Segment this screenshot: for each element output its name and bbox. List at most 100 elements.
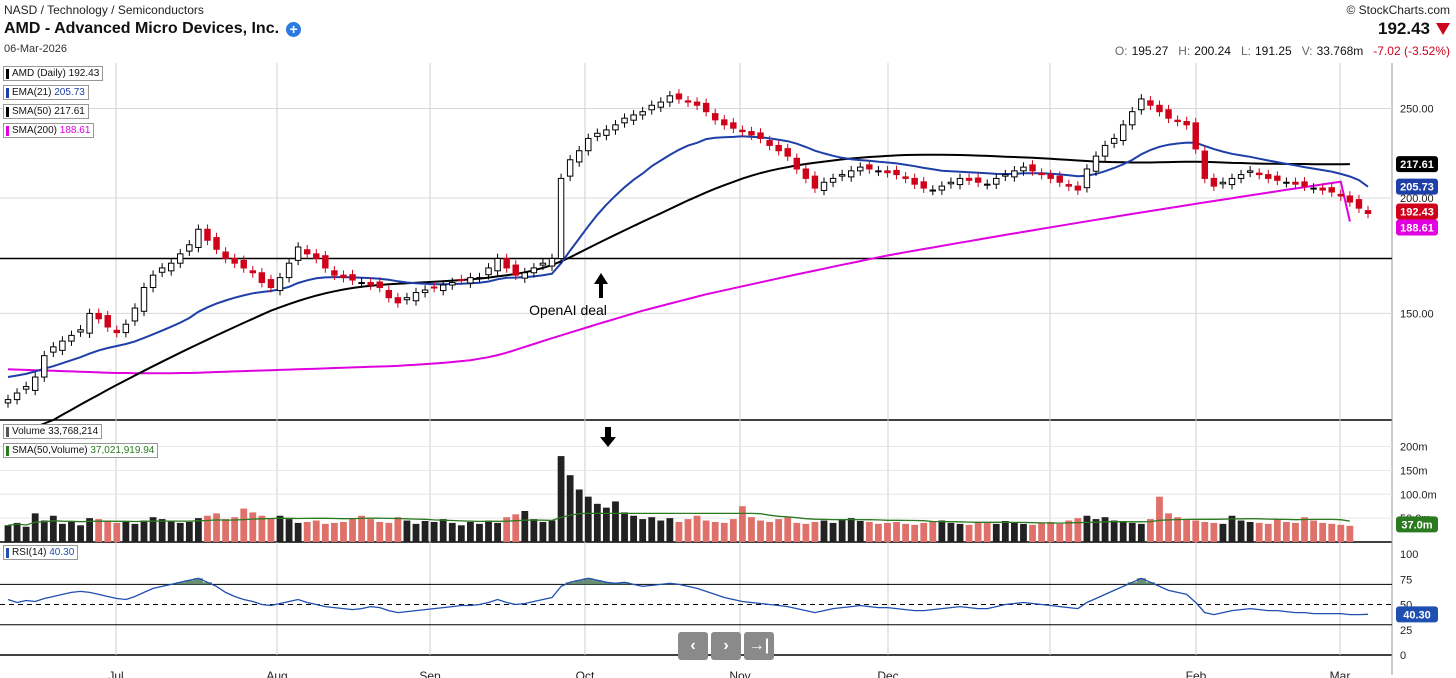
- volume-bar: [104, 520, 112, 542]
- volume-bar: [140, 520, 148, 542]
- candle-body: [1165, 109, 1172, 119]
- candle-body: [1319, 187, 1326, 191]
- volume-bar: [1237, 520, 1245, 542]
- volume-bar: [992, 523, 1000, 542]
- candle-body: [213, 237, 220, 250]
- candle-body: [820, 181, 828, 191]
- volume-bar: [1246, 521, 1254, 542]
- volume-bar: [1011, 522, 1018, 542]
- legend-rsi-value: 40.30: [49, 547, 75, 558]
- volume-bar: [1038, 522, 1045, 542]
- volume-bar: [31, 513, 39, 542]
- volume-bar: [820, 520, 828, 542]
- candle-body: [113, 329, 121, 334]
- volume-sma-line: [7, 512, 1350, 526]
- candle-body: [1174, 119, 1181, 123]
- volume-bar: [95, 519, 103, 542]
- brand-logo[interactable]: © StockCharts.com: [1346, 3, 1450, 17]
- volume-bar: [68, 521, 75, 542]
- volume-bar: [1337, 524, 1345, 542]
- candle-body: [349, 274, 356, 281]
- volume-bar: [77, 525, 84, 542]
- candle-body: [1301, 181, 1308, 187]
- volume-bar: [693, 515, 701, 542]
- openai-arrow-icon: [594, 273, 608, 298]
- volume-bar: [956, 523, 964, 542]
- low-value: 191.25: [1254, 44, 1292, 58]
- volume-bar: [838, 519, 846, 542]
- candle-body: [322, 255, 329, 269]
- candle-body: [1029, 164, 1036, 172]
- volume-bar: [648, 517, 656, 542]
- volume-tick-label: 100.0m: [1400, 489, 1437, 501]
- volume-bar: [40, 520, 48, 542]
- candle-body: [1328, 187, 1335, 193]
- sma50-line: [7, 153, 1350, 439]
- legend-vol-sma[interactable]: SMA(50,Volume) 37,021,919.94: [3, 443, 159, 458]
- legend-ema21[interactable]: EMA(21) 205.73: [3, 85, 89, 100]
- candle-body: [621, 117, 628, 124]
- volume-bar: [865, 521, 873, 542]
- legend-rsi[interactable]: RSI(14) 40.30: [3, 545, 79, 560]
- candle-body: [811, 175, 819, 189]
- volume-bar: [847, 518, 855, 542]
- volume-bar: [1083, 515, 1091, 542]
- candle-body: [838, 174, 846, 177]
- candle-body: [711, 113, 719, 121]
- legend-sma50[interactable]: SMA(50) 217.61: [3, 104, 89, 119]
- volume-bar: [775, 519, 783, 542]
- candle-body: [86, 312, 93, 334]
- volume-bar: [1174, 517, 1181, 542]
- volume-bar: [1147, 519, 1154, 542]
- candle-body: [122, 323, 130, 334]
- volume-bar: [729, 519, 737, 542]
- candle-body: [1138, 98, 1145, 111]
- volume-bar: [49, 515, 57, 542]
- breadcrumb: NASD / Technology / Semiconductors: [4, 3, 204, 17]
- prev-button[interactable]: ‹: [678, 632, 708, 660]
- add-plus-icon[interactable]: +: [286, 21, 302, 37]
- volume-bar: [403, 520, 411, 542]
- legend-volume[interactable]: Volume 33,768,214: [3, 424, 103, 439]
- volume-bar: [1346, 525, 1354, 542]
- value-badges: 217.61 205.73 188.61 192.43 37.0m 40.30: [1396, 156, 1438, 623]
- candle-body: [1129, 111, 1136, 126]
- candle-body: [666, 95, 674, 103]
- volume-bar: [702, 520, 710, 542]
- volume-bar: [13, 522, 21, 542]
- candle-body: [1337, 193, 1345, 197]
- candle-body: [167, 262, 175, 272]
- legend-ema-label: EMA(21): [12, 87, 52, 98]
- volume-bar: [521, 510, 529, 542]
- candle-body: [603, 129, 610, 136]
- volume-bar: [1165, 513, 1172, 542]
- candle-body: [50, 346, 57, 353]
- candle-body: [612, 124, 619, 131]
- jump-to-end-button[interactable]: →|: [744, 632, 774, 660]
- volume-bar: [376, 521, 384, 542]
- volume-bar: [158, 519, 166, 542]
- volume-bar: [1210, 522, 1218, 542]
- next-button[interactable]: ›: [711, 632, 741, 660]
- candle-body: [530, 267, 538, 274]
- candle-body: [512, 264, 519, 276]
- volume-bar: [1110, 520, 1118, 542]
- legend-price[interactable]: AMD (Daily) 192.43: [3, 66, 104, 81]
- candle-body: [829, 177, 837, 183]
- volume-bar: [557, 456, 565, 542]
- volume-bar: [566, 475, 574, 542]
- volume-bar: [911, 524, 919, 542]
- volume-bar: [176, 522, 184, 542]
- legend-sma200[interactable]: SMA(200) 188.61: [3, 123, 95, 138]
- candle-body: [693, 101, 701, 106]
- volume-bar: [1156, 496, 1163, 542]
- candle-body: [1047, 174, 1054, 179]
- volume-bar: [1092, 519, 1100, 542]
- x-tick-label: Sep: [419, 669, 441, 678]
- volume-bar: [757, 520, 764, 542]
- candle-body: [938, 185, 946, 191]
- volume-bar: [575, 489, 583, 542]
- volume-bar: [929, 521, 937, 542]
- volume-bar: [1029, 524, 1036, 542]
